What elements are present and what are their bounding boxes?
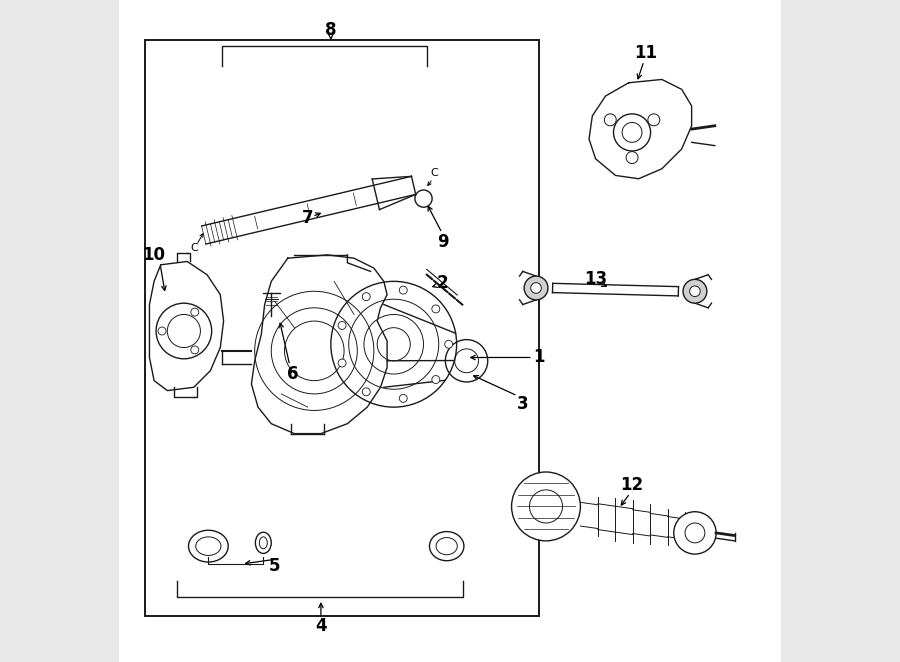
Circle shape <box>511 472 580 541</box>
Text: 2: 2 <box>436 274 448 293</box>
Circle shape <box>400 286 407 294</box>
Circle shape <box>400 395 407 402</box>
Text: 3: 3 <box>517 395 528 413</box>
Circle shape <box>689 286 700 297</box>
Circle shape <box>432 305 440 313</box>
Circle shape <box>648 114 660 126</box>
Text: 5: 5 <box>269 557 280 575</box>
Text: C: C <box>190 243 198 254</box>
Circle shape <box>604 114 617 126</box>
Circle shape <box>338 359 346 367</box>
Circle shape <box>432 375 440 383</box>
Text: 1: 1 <box>534 348 545 367</box>
Circle shape <box>445 340 453 348</box>
Text: 6: 6 <box>287 365 298 383</box>
Text: 4: 4 <box>315 616 327 635</box>
Circle shape <box>363 388 370 396</box>
Circle shape <box>683 279 706 303</box>
Text: 13: 13 <box>584 270 608 289</box>
Circle shape <box>531 283 542 293</box>
Circle shape <box>524 276 548 300</box>
Circle shape <box>626 152 638 164</box>
Text: 12: 12 <box>620 475 643 494</box>
Text: 8: 8 <box>325 21 337 39</box>
Text: 7: 7 <box>302 209 313 228</box>
Text: 10: 10 <box>142 246 165 264</box>
Circle shape <box>674 512 716 554</box>
Bar <box>146 40 539 616</box>
Text: C: C <box>430 168 438 179</box>
Circle shape <box>338 322 346 330</box>
Text: 9: 9 <box>437 232 449 251</box>
Circle shape <box>363 293 370 301</box>
Text: 11: 11 <box>634 44 657 62</box>
